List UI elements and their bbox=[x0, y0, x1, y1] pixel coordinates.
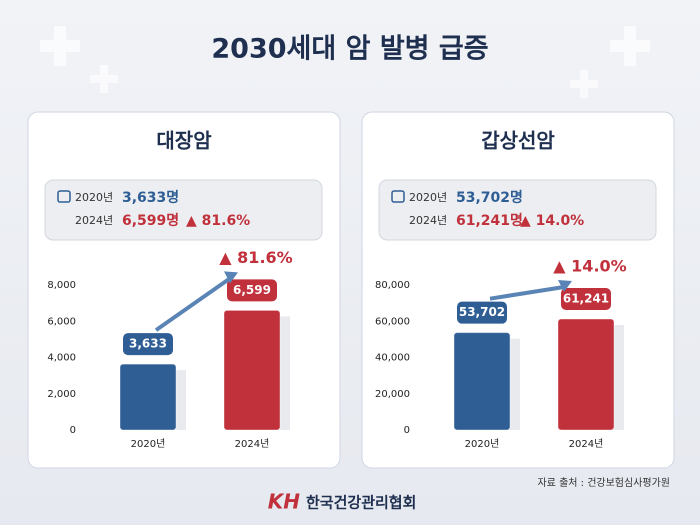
y-tick-label: 0 bbox=[404, 425, 410, 436]
bar-shadow bbox=[176, 370, 186, 430]
y-tick-label: 0 bbox=[70, 425, 76, 436]
bar-shadow bbox=[614, 325, 624, 430]
bar-shadow bbox=[510, 338, 520, 430]
summary-year: 2020년 bbox=[409, 191, 447, 204]
summary-box bbox=[44, 179, 323, 241]
trend-arrow bbox=[154, 276, 232, 332]
x-tick-label: 2024년 bbox=[569, 438, 604, 450]
y-tick-label: 6,000 bbox=[47, 316, 76, 327]
trend-arrowhead bbox=[558, 280, 572, 293]
bar-shadow bbox=[280, 316, 290, 430]
value-label: 6,599 bbox=[233, 283, 271, 297]
value-label: 53,702 bbox=[459, 305, 505, 319]
y-tick-label: 40,000 bbox=[375, 353, 410, 364]
summary-year: 2024년 bbox=[409, 214, 447, 227]
y-tick-label: 4,000 bbox=[47, 353, 76, 364]
summary-value: 53,702명 bbox=[456, 189, 523, 206]
y-tick-label: 20,000 bbox=[375, 389, 410, 400]
y-tick-label: 8,000 bbox=[47, 280, 76, 291]
logo-name: 한국건강관리협회 bbox=[306, 494, 416, 512]
bar bbox=[557, 318, 615, 431]
bar bbox=[223, 309, 281, 431]
summary-box bbox=[378, 179, 657, 241]
summary-value: 6,599명 bbox=[122, 212, 179, 229]
source: 자료 출처 : 건강보험심사평가원 bbox=[537, 477, 670, 489]
value-label: 3,633 bbox=[129, 337, 167, 351]
trend-arrowhead bbox=[224, 271, 238, 284]
value-badge bbox=[227, 279, 277, 302]
y-tick-label: 80,000 bbox=[375, 280, 410, 291]
value-label: 61,241 bbox=[563, 292, 609, 306]
decor bbox=[40, 26, 650, 98]
panel-title: 대장암 bbox=[156, 129, 212, 153]
summary-icon bbox=[57, 190, 71, 203]
logo-mark: KH bbox=[268, 490, 300, 514]
bar bbox=[453, 332, 511, 431]
summary-value: 61,241명 bbox=[456, 212, 523, 229]
summary-change: ▲ 14.0% bbox=[520, 213, 584, 229]
summary-change: ▲ 81.6% bbox=[186, 213, 250, 229]
summary-year: 2020년 bbox=[75, 191, 113, 204]
x-tick-label: 2024년 bbox=[235, 438, 270, 450]
y-tick-label: 2,000 bbox=[47, 389, 76, 400]
value-badge bbox=[123, 333, 173, 356]
x-tick-label: 2020년 bbox=[465, 438, 500, 450]
trend-arrow bbox=[489, 285, 565, 301]
annotation: ▲ 14.0% bbox=[553, 257, 626, 276]
value-badge bbox=[561, 288, 611, 311]
y-tick-label: 60,000 bbox=[375, 316, 410, 327]
value-badge bbox=[457, 301, 507, 324]
summary-icon bbox=[391, 190, 405, 203]
bar bbox=[119, 363, 177, 431]
annotation: ▲ 81.6% bbox=[219, 248, 292, 267]
x-tick-label: 2020년 bbox=[131, 438, 166, 450]
page-title: 2030세대 암 발병 급증 bbox=[211, 34, 488, 65]
summary-value: 3,633명 bbox=[122, 189, 179, 206]
summary-year: 2024년 bbox=[75, 214, 113, 227]
panel-title: 갑상선암 bbox=[481, 129, 555, 153]
